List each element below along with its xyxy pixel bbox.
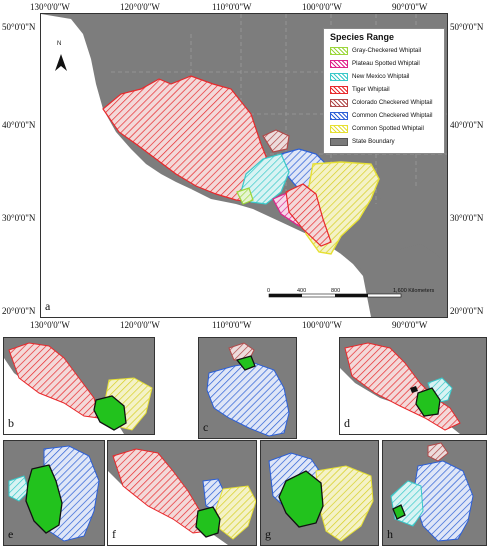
panel-d: d bbox=[339, 337, 487, 435]
main-map-panel-a: N 0 400 800 1,600 Kilometers a Species R… bbox=[40, 13, 448, 318]
highlight-region bbox=[235, 355, 256, 371]
lat-label-left-30n: 30°0'0"N bbox=[2, 213, 36, 223]
lon-label-bottom-120w: 120°0'0"W bbox=[120, 320, 160, 330]
panel-label-d: d bbox=[344, 416, 350, 430]
panel-label-h: h bbox=[387, 527, 393, 541]
panel-label-f: f bbox=[112, 527, 116, 541]
lon-label-top-130w: 130°0'0"W bbox=[30, 2, 70, 12]
legend-label: Plateau Spotted Whiptail bbox=[352, 60, 420, 67]
lat-label-left-20n: 20°0'0"N bbox=[2, 306, 36, 316]
lon-label-top-90w: 90°0'0"W bbox=[392, 2, 428, 12]
legend-item-plateau-spotted: Plateau Spotted Whiptail bbox=[330, 57, 444, 70]
scale-label-800: 800 bbox=[331, 288, 341, 294]
legend-item-new-mexico: New Mexico Whiptail bbox=[330, 70, 444, 83]
panel-h: h bbox=[382, 440, 487, 546]
panel-e-svg bbox=[4, 441, 104, 545]
north-arrow-icon bbox=[55, 54, 67, 71]
range-tiger-whiptail-south bbox=[285, 183, 332, 247]
legend-title: Species Range bbox=[330, 32, 395, 42]
highlight-region-small bbox=[410, 386, 418, 393]
lon-label-top-100w: 100°0'0"W bbox=[302, 2, 342, 12]
lat-label-right-50n: 50°0'0"N bbox=[450, 22, 484, 32]
panel-b-svg bbox=[4, 338, 154, 434]
lon-label-top-110w: 110°0'0"W bbox=[212, 2, 252, 12]
lat-label-right-20n: 20°0'0"N bbox=[450, 306, 484, 316]
range-colorado-checkered-whiptail bbox=[262, 129, 290, 153]
lon-label-top-120w: 120°0'0"W bbox=[120, 2, 160, 12]
legend-label: Common Spotted Whiptail bbox=[352, 125, 424, 132]
lat-label-right-40n: 40°0'0"N bbox=[450, 120, 484, 130]
legend-item-gray-checkered: Gray-Checkered Whiptail bbox=[330, 44, 444, 57]
lon-label-bottom-130w: 130°0'0"W bbox=[30, 320, 70, 330]
range-new-mexico-whiptail bbox=[8, 475, 30, 502]
highlight-region bbox=[278, 470, 324, 528]
panel-g-svg bbox=[261, 441, 378, 545]
lon-label-bottom-110w: 110°0'0"W bbox=[212, 320, 252, 330]
legend-item-colorado-checkered: Colorado Checkered Whiptail bbox=[330, 96, 444, 109]
legend-swatch-brown bbox=[330, 98, 348, 107]
panel-h-svg bbox=[383, 441, 486, 545]
panel-label-g: g bbox=[265, 527, 271, 541]
lat-label-right-30n: 30°0'0"N bbox=[450, 213, 484, 223]
legend-item-state-boundary: State Boundary bbox=[330, 135, 444, 148]
panel-d-svg bbox=[340, 338, 486, 434]
panel-e: e bbox=[3, 440, 105, 546]
scale-label-400: 400 bbox=[297, 288, 307, 294]
scale-bar bbox=[268, 293, 402, 298]
legend-swatch-gray bbox=[330, 137, 348, 146]
legend-label: Common Checkered Whiptail bbox=[352, 112, 433, 119]
land-gulf-coast bbox=[341, 174, 447, 276]
panel-f: f bbox=[107, 440, 257, 546]
panel-label-b: b bbox=[8, 416, 14, 430]
legend-label: Colorado Checkered Whiptail bbox=[352, 99, 433, 106]
legend-swatch-blue bbox=[330, 111, 348, 120]
legend-item-common-checkered: Common Checkered Whiptail bbox=[330, 109, 444, 122]
legend-swatch-cyan bbox=[330, 72, 348, 81]
legend-item-tiger: Tiger Whiptail bbox=[330, 83, 444, 96]
highlight-region bbox=[392, 504, 406, 520]
scale-label-1600: 1,600 Kilometers bbox=[393, 288, 435, 294]
species-range-legend: Species Range Gray-Checkered Whiptail Pl… bbox=[323, 28, 445, 154]
panel-c-svg bbox=[199, 338, 296, 438]
panel-f-svg bbox=[108, 441, 256, 545]
panel-g: g bbox=[260, 440, 379, 546]
range-colorado-checkered-whiptail bbox=[228, 342, 255, 361]
range-common-spotted-whiptail bbox=[315, 465, 374, 542]
legend-item-common-spotted: Common Spotted Whiptail bbox=[330, 122, 444, 135]
legend-label: Tiger Whiptail bbox=[352, 86, 390, 93]
lat-label-left-50n: 50°0'0"N bbox=[2, 22, 36, 32]
panel-b: b bbox=[3, 337, 155, 435]
highlight-region bbox=[415, 387, 441, 417]
lat-label-left-40n: 40°0'0"N bbox=[2, 120, 36, 130]
legend-swatch-red bbox=[330, 85, 348, 94]
range-colorado-checkered-whiptail bbox=[427, 442, 449, 462]
legend-swatch-pink bbox=[330, 59, 348, 68]
highlight-region bbox=[93, 395, 127, 431]
legend-label: State Boundary bbox=[352, 138, 395, 145]
legend-swatch-yellow bbox=[330, 124, 348, 133]
highlight-region bbox=[195, 506, 221, 538]
panel-label-a: a bbox=[45, 299, 51, 313]
legend-label: New Mexico Whiptail bbox=[352, 73, 410, 80]
range-gray-checkered-whiptail bbox=[236, 187, 254, 205]
north-arrow-label: N bbox=[57, 41, 62, 47]
lon-label-bottom-100w: 100°0'0"W bbox=[302, 320, 342, 330]
legend-label: Gray-Checkered Whiptail bbox=[352, 47, 422, 54]
legend-swatch-green bbox=[330, 46, 348, 55]
panel-label-c: c bbox=[203, 420, 209, 434]
lon-label-bottom-90w: 90°0'0"W bbox=[392, 320, 428, 330]
highlight-region bbox=[25, 464, 63, 534]
scale-label-0: 0 bbox=[267, 288, 271, 294]
panel-c: c bbox=[198, 337, 297, 439]
panel-label-e: e bbox=[8, 527, 14, 541]
